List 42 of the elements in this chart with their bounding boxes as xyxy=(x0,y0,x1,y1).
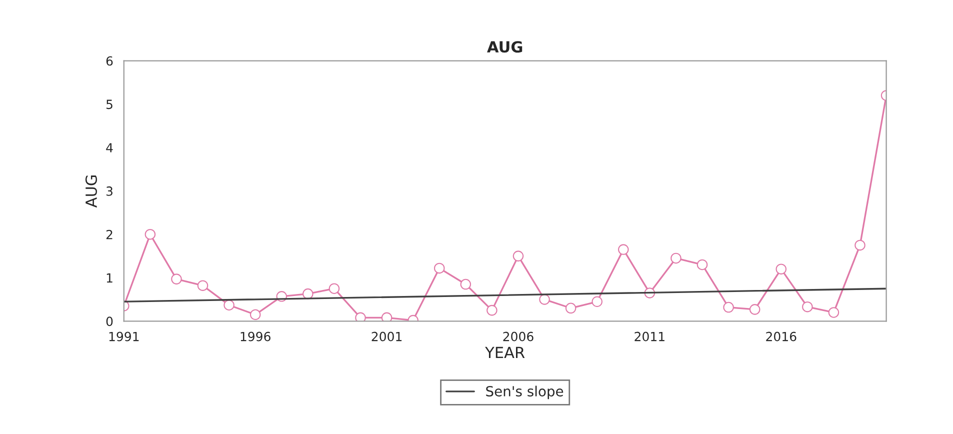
x-tick-label: 2006 xyxy=(503,332,534,342)
point xyxy=(618,244,629,255)
point xyxy=(381,312,392,322)
point xyxy=(854,240,866,251)
point xyxy=(592,296,602,308)
point xyxy=(355,312,366,322)
point xyxy=(486,304,498,316)
point xyxy=(224,300,234,310)
y-tick-label: 5 xyxy=(106,100,112,110)
point xyxy=(696,259,708,270)
y-tick-label: 1 xyxy=(106,273,112,283)
chart-title: AUG xyxy=(487,41,522,53)
x-tick-label: 2011 xyxy=(634,332,664,342)
point xyxy=(250,309,261,320)
point xyxy=(460,278,472,290)
point xyxy=(539,294,550,305)
point xyxy=(723,302,734,313)
point xyxy=(565,302,576,314)
point xyxy=(144,228,156,240)
point xyxy=(512,250,524,262)
point xyxy=(802,301,813,312)
point xyxy=(171,274,182,284)
point xyxy=(434,262,445,274)
point xyxy=(828,307,840,318)
legend-label: Sen's slope xyxy=(486,386,564,400)
x-axis-title: YEAR xyxy=(485,346,525,358)
point xyxy=(670,252,682,264)
point xyxy=(302,288,314,300)
x-tick-label: 1991 xyxy=(109,332,139,342)
x-tick-label: 2001 xyxy=(372,332,402,342)
x-tick-label: 1996 xyxy=(240,332,270,342)
y-tick-label: 6 xyxy=(106,56,113,66)
y-tick-label: 0 xyxy=(106,316,113,326)
y-tick-label: 3 xyxy=(106,186,112,196)
point xyxy=(328,283,340,294)
y-tick-label: 2 xyxy=(106,230,112,240)
x-tick-label: 2016 xyxy=(766,332,796,342)
y-tick-label: 4 xyxy=(106,143,113,152)
point xyxy=(197,280,208,291)
point xyxy=(776,264,787,274)
point xyxy=(749,304,760,315)
y-axis-title: AUG xyxy=(85,175,98,208)
